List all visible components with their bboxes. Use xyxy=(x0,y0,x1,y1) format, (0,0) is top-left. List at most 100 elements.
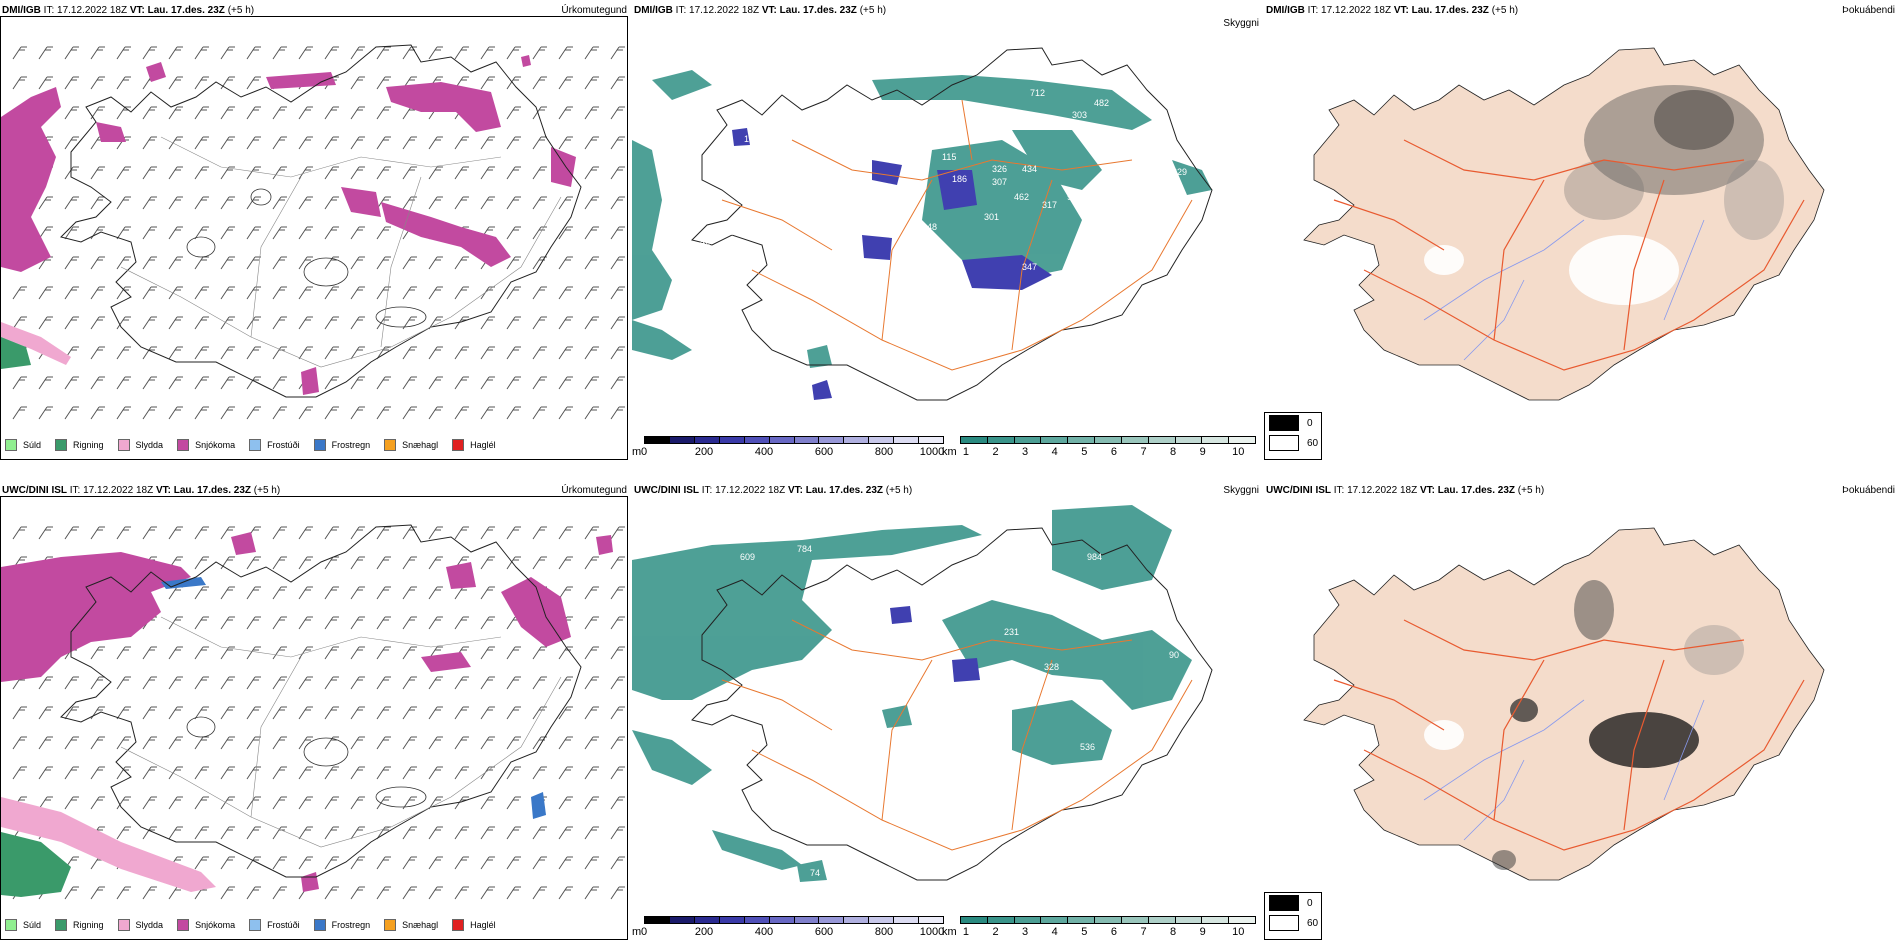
wind-barb xyxy=(350,616,365,630)
wind-barb xyxy=(298,226,313,240)
wind-barb xyxy=(90,226,105,240)
wind-barb xyxy=(558,226,573,240)
wind-barb xyxy=(558,766,573,780)
wind-barb xyxy=(220,706,235,720)
wind-barb xyxy=(532,826,547,840)
cloud-label: 482 xyxy=(1094,98,1109,108)
fog-title: Þokuábendi xyxy=(1842,5,1895,16)
wind-barb xyxy=(220,586,235,600)
wind-barb xyxy=(142,406,157,420)
wind-barb xyxy=(142,646,157,660)
wind-barb xyxy=(610,586,625,600)
fog-legend-row: 0 xyxy=(1265,893,1321,913)
wind-barb xyxy=(194,136,209,150)
cloud-label: 717 xyxy=(1087,232,1102,242)
wind-barb xyxy=(90,346,105,360)
wind-barb xyxy=(298,316,313,330)
colorbar-cell xyxy=(744,436,770,444)
cloud-label: 329 xyxy=(1172,167,1187,177)
wind-barb xyxy=(168,676,183,690)
wind-barb xyxy=(428,406,443,420)
colorbar-cell xyxy=(919,436,945,444)
offset: (+5 h) xyxy=(1491,5,1519,16)
wind-barb xyxy=(272,106,287,120)
colorbar-cell xyxy=(1229,916,1256,924)
wind-barb xyxy=(324,856,339,870)
wind-barb xyxy=(480,526,495,540)
wind-barb xyxy=(376,556,391,570)
wind-barb xyxy=(116,766,131,780)
cloud-label: 186 xyxy=(952,174,967,184)
wind-barb xyxy=(402,616,417,630)
fog-legend: 0 60 xyxy=(1264,412,1322,460)
fog-legend-row: 0 xyxy=(1265,413,1321,433)
wind-barb xyxy=(298,286,313,300)
cloud-label: 317 xyxy=(1042,200,1057,210)
wind-barb xyxy=(142,766,157,780)
wind-barb xyxy=(480,376,495,390)
colorbar-cell xyxy=(1095,916,1122,924)
wind-barb xyxy=(90,406,105,420)
wind-barb xyxy=(402,556,417,570)
tick: 7 xyxy=(1140,446,1147,458)
legend-label: Haglél xyxy=(470,440,496,450)
iceland-outline xyxy=(691,527,1213,881)
colorbar-cell xyxy=(894,436,920,444)
wind-barb xyxy=(272,886,287,900)
wind-barb xyxy=(220,556,235,570)
wind-barb xyxy=(480,136,495,150)
legend-item: Frostúði xyxy=(249,919,300,931)
wind-barb xyxy=(506,826,521,840)
colorbar-cell xyxy=(744,916,770,924)
cloud-label: 536 xyxy=(1080,742,1095,752)
wind-barb xyxy=(376,226,391,240)
wind-barb xyxy=(584,556,599,570)
wind-barb xyxy=(506,556,521,570)
wind-barb xyxy=(220,616,235,630)
wind-barb xyxy=(272,196,287,210)
wind-barb xyxy=(12,286,27,300)
wind-barb xyxy=(38,196,53,210)
wind-barb xyxy=(220,346,235,360)
wind-barb xyxy=(610,226,625,240)
wind-barb xyxy=(246,586,261,600)
wind-barb xyxy=(220,886,235,900)
wind-barb xyxy=(90,196,105,210)
colorbar-cell xyxy=(1148,436,1176,444)
it-label: IT: xyxy=(43,5,55,16)
wind-barb xyxy=(168,346,183,360)
fog-swatch xyxy=(1269,915,1299,931)
glaciers xyxy=(186,716,427,808)
wind-barb xyxy=(402,526,417,540)
iceland-outline xyxy=(60,524,582,878)
it-label: IT: xyxy=(675,5,687,16)
colorbar-cell xyxy=(1202,436,1230,444)
wind-barb xyxy=(116,796,131,810)
colorbar-cell xyxy=(644,916,670,924)
wind-barb xyxy=(246,826,261,840)
cloud-label: 329 xyxy=(1124,610,1139,620)
wind-barb xyxy=(610,616,625,630)
wind-barb xyxy=(506,136,521,150)
wind-barb xyxy=(454,376,469,390)
swatch xyxy=(117,439,130,451)
wind-barb xyxy=(506,196,521,210)
cloud-panel-top: DMI/IGB IT: 17.12.2022 18Z VT: Lau. 17.d… xyxy=(632,0,1264,470)
wind-barb xyxy=(350,706,365,720)
wind-barb xyxy=(506,886,521,900)
wind-barb xyxy=(272,646,287,660)
wind-barb xyxy=(506,286,521,300)
fog-shading xyxy=(1424,580,1744,870)
wind-barb xyxy=(584,346,599,360)
wind-barb xyxy=(402,856,417,870)
wind-barb xyxy=(532,766,547,780)
wind-barb xyxy=(298,796,313,810)
wind-barb xyxy=(116,166,131,180)
wind-barb xyxy=(402,676,417,690)
wind-barb xyxy=(610,166,625,180)
tick: 9 xyxy=(1199,926,1206,938)
wind-barb xyxy=(454,586,469,600)
tick: 0 xyxy=(640,446,648,458)
wind-barb xyxy=(272,226,287,240)
fog-swatch xyxy=(1269,435,1299,451)
